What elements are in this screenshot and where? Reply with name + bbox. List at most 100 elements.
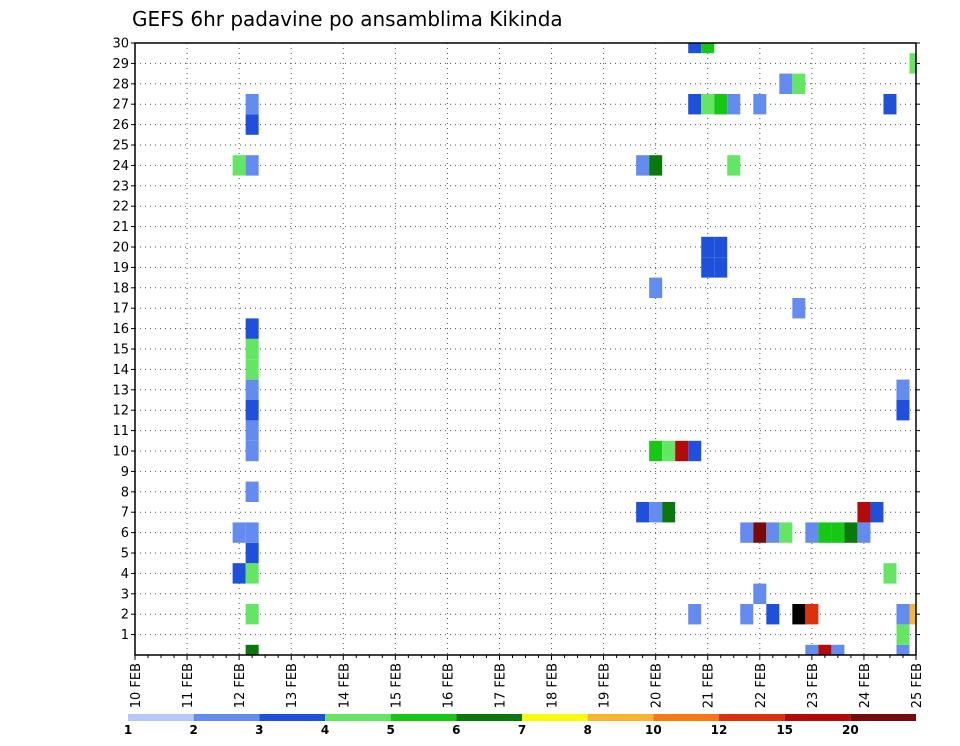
y-tick-label: 15 bbox=[112, 343, 129, 358]
x-tick-label: 22 FEB bbox=[754, 663, 769, 708]
colorbar-segment bbox=[653, 714, 719, 721]
y-tick-label: 8 bbox=[121, 485, 129, 500]
x-tick-label: 12 FEB bbox=[233, 663, 248, 708]
precip-cell bbox=[714, 257, 728, 278]
precip-cell bbox=[688, 43, 702, 54]
precip-cell bbox=[649, 155, 663, 176]
precip-cell bbox=[636, 155, 650, 176]
y-tick-label: 4 bbox=[121, 567, 129, 582]
y-tick-label: 1 bbox=[121, 628, 129, 643]
precip-cell bbox=[779, 522, 793, 543]
y-tick-label: 5 bbox=[121, 547, 129, 562]
colorbar-segment bbox=[850, 714, 916, 721]
colorbar-label: 5 bbox=[386, 723, 394, 737]
y-tick-label: 26 bbox=[112, 118, 129, 133]
y-tick-label: 29 bbox=[112, 57, 129, 72]
precip-cell bbox=[675, 440, 689, 462]
x-tick-label: 11 FEB bbox=[181, 663, 196, 708]
precip-cell bbox=[792, 73, 806, 94]
precip-cell bbox=[245, 542, 259, 564]
precip-cell bbox=[232, 522, 246, 543]
y-tick-label: 24 bbox=[112, 159, 129, 174]
precip-cell bbox=[232, 563, 246, 584]
precip-cell bbox=[740, 604, 754, 625]
precip-cell bbox=[831, 644, 845, 655]
precip-cell bbox=[245, 359, 259, 380]
precip-cell bbox=[870, 502, 884, 523]
y-tick-label: 20 bbox=[112, 241, 129, 256]
precip-cell bbox=[805, 644, 819, 655]
colorbar-label: 1 bbox=[124, 723, 132, 737]
precip-cell bbox=[245, 379, 259, 400]
colorbar: 1 2 3 4 5 6 7 8 10 12 15 20 bbox=[124, 714, 916, 737]
colorbar-label: 15 bbox=[776, 723, 793, 737]
precip-cell bbox=[883, 94, 897, 115]
y-tick-label: 14 bbox=[112, 363, 129, 378]
precip-cell bbox=[896, 604, 910, 625]
precip-cell bbox=[245, 644, 259, 655]
precip-cell bbox=[753, 583, 767, 604]
y-tick-label: 13 bbox=[112, 383, 129, 398]
y-tick-label: 7 bbox=[121, 506, 129, 521]
precip-cell bbox=[245, 338, 259, 360]
precip-cell bbox=[805, 522, 819, 543]
y-tick-label: 3 bbox=[121, 587, 129, 602]
colorbar-segment bbox=[719, 714, 785, 721]
precip-cell bbox=[662, 502, 676, 523]
precip-cell bbox=[753, 94, 767, 115]
y-tick-label: 17 bbox=[112, 302, 129, 317]
precip-cell bbox=[245, 318, 259, 339]
precip-cell bbox=[896, 400, 910, 421]
axes: 1234567891011121314151617181920212223242… bbox=[112, 37, 925, 709]
chart-title: GEFS 6hr padavine po ansamblima Kikinda bbox=[132, 7, 563, 31]
precip-cell bbox=[245, 604, 259, 625]
colorbar-segment bbox=[587, 714, 654, 721]
colorbar-segment bbox=[193, 714, 260, 721]
precip-cell bbox=[857, 522, 871, 543]
colorbar-label: 7 bbox=[518, 723, 526, 737]
y-tick-label: 21 bbox=[112, 220, 129, 235]
colorbar-label: 20 bbox=[842, 723, 859, 737]
x-tick-label: 17 FEB bbox=[493, 663, 508, 708]
precip-cell bbox=[245, 440, 259, 462]
precip-cell bbox=[245, 522, 259, 543]
colorbar-segment bbox=[522, 714, 588, 721]
y-tick-label: 10 bbox=[112, 445, 129, 460]
precip-cell bbox=[232, 155, 246, 176]
precip-cell bbox=[792, 604, 806, 625]
colorbar-segment bbox=[325, 714, 391, 721]
precip-cell bbox=[688, 440, 702, 462]
precip-cell bbox=[245, 481, 259, 502]
x-tick-label: 19 FEB bbox=[598, 663, 613, 708]
colorbar-segment bbox=[784, 714, 851, 721]
precip-cell bbox=[245, 94, 259, 115]
precip-cell bbox=[714, 236, 728, 258]
precip-cell bbox=[779, 73, 793, 94]
precip-cell bbox=[831, 522, 845, 543]
y-tick-label: 19 bbox=[112, 261, 129, 276]
y-tick-label: 12 bbox=[112, 404, 129, 419]
y-tick-label: 6 bbox=[121, 526, 129, 541]
y-tick-label: 22 bbox=[112, 200, 129, 215]
precip-cell bbox=[245, 155, 259, 176]
precip-cells bbox=[232, 43, 916, 655]
precip-cell bbox=[636, 502, 650, 523]
precip-cell bbox=[883, 563, 897, 584]
precip-cell bbox=[649, 277, 663, 298]
precip-cell bbox=[688, 94, 702, 115]
precip-cell bbox=[740, 522, 754, 543]
y-tick-label: 23 bbox=[112, 179, 129, 194]
precip-cell bbox=[727, 94, 741, 115]
precip-cell bbox=[688, 604, 702, 625]
x-tick-label: 23 FEB bbox=[806, 663, 821, 708]
colorbar-label: 2 bbox=[189, 723, 197, 737]
precip-cell bbox=[714, 94, 728, 115]
precip-cell bbox=[766, 522, 780, 543]
y-tick-label: 2 bbox=[121, 608, 129, 623]
precip-cell bbox=[701, 257, 715, 278]
precip-cell bbox=[701, 94, 715, 115]
precip-cell bbox=[727, 155, 741, 176]
y-tick-label: 28 bbox=[112, 77, 129, 92]
colorbar-label: 8 bbox=[583, 723, 591, 737]
